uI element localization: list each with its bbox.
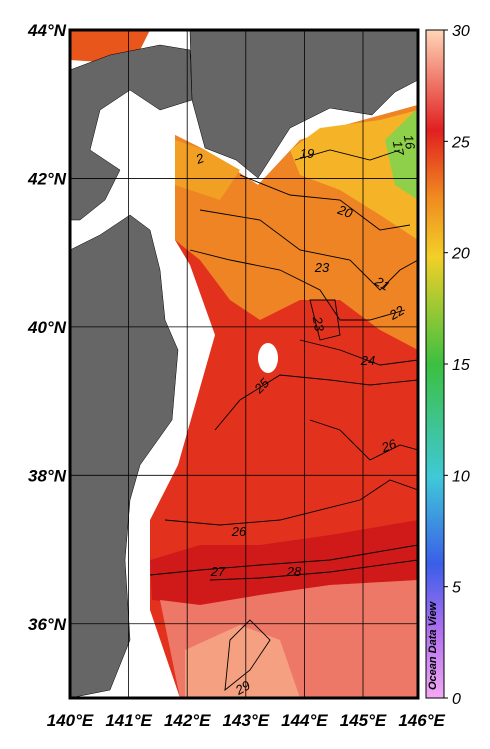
colorbar-tick-label: 30 [452,23,470,40]
colorbar [425,29,445,699]
lat-tick-label: 40°N [27,318,67,337]
contour-label: 29 [232,677,253,698]
map-frame [68,28,420,700]
contour-label: 24 [360,353,375,368]
field-dark-red [150,520,418,605]
map-area [70,30,418,698]
lat-tick-label: 36°N [28,615,67,634]
contour-label: 28 [286,564,302,579]
colorbar-tick-label: 0 [452,691,461,708]
land-honshu [70,214,179,698]
colorbar-tick-label: 25 [451,134,470,151]
contour-label: 16 [401,133,418,151]
contour-label: 21 [371,273,392,294]
contour-label: 19 [300,146,314,161]
contour-label: 17 [390,139,407,157]
watermark: Ocean Data View [427,600,439,690]
lon-tick-label: 141°E [105,711,152,730]
contour-label: 26 [231,524,247,539]
lon-tick-label: 144°E [281,711,328,730]
lon-tick-label: 145°E [340,711,387,730]
field-northwest [70,30,150,62]
lon-tick-label: 146°E [398,711,445,730]
lat-tick-label: 42°N [27,169,67,188]
contour-label: 23 [314,260,330,275]
colorbar-tick-label: 20 [451,246,470,263]
contour-label: 26 [379,436,399,456]
field-light-orange [175,140,240,200]
colorbar-tick-label: 5 [452,580,461,597]
colorbar-tick-label: 15 [452,357,470,374]
lon-tick-label: 140°E [47,711,94,730]
field-green [385,108,418,200]
contour-label: 20 [335,202,355,222]
lon-tick-label: 143°E [223,711,270,730]
field-light-salmon [185,625,300,698]
contour-label: 22 [386,302,408,323]
colorbar-tick-label: 10 [452,468,470,485]
data-gap [258,343,278,373]
lat-tick-label: 44°N [27,21,67,40]
lat-tick-label: 38°N [28,466,67,485]
contour-label: 23 [310,315,328,334]
lon-tick-label: 142°E [164,711,211,730]
land-oshima [70,44,193,221]
contour-label: 27 [210,564,226,579]
